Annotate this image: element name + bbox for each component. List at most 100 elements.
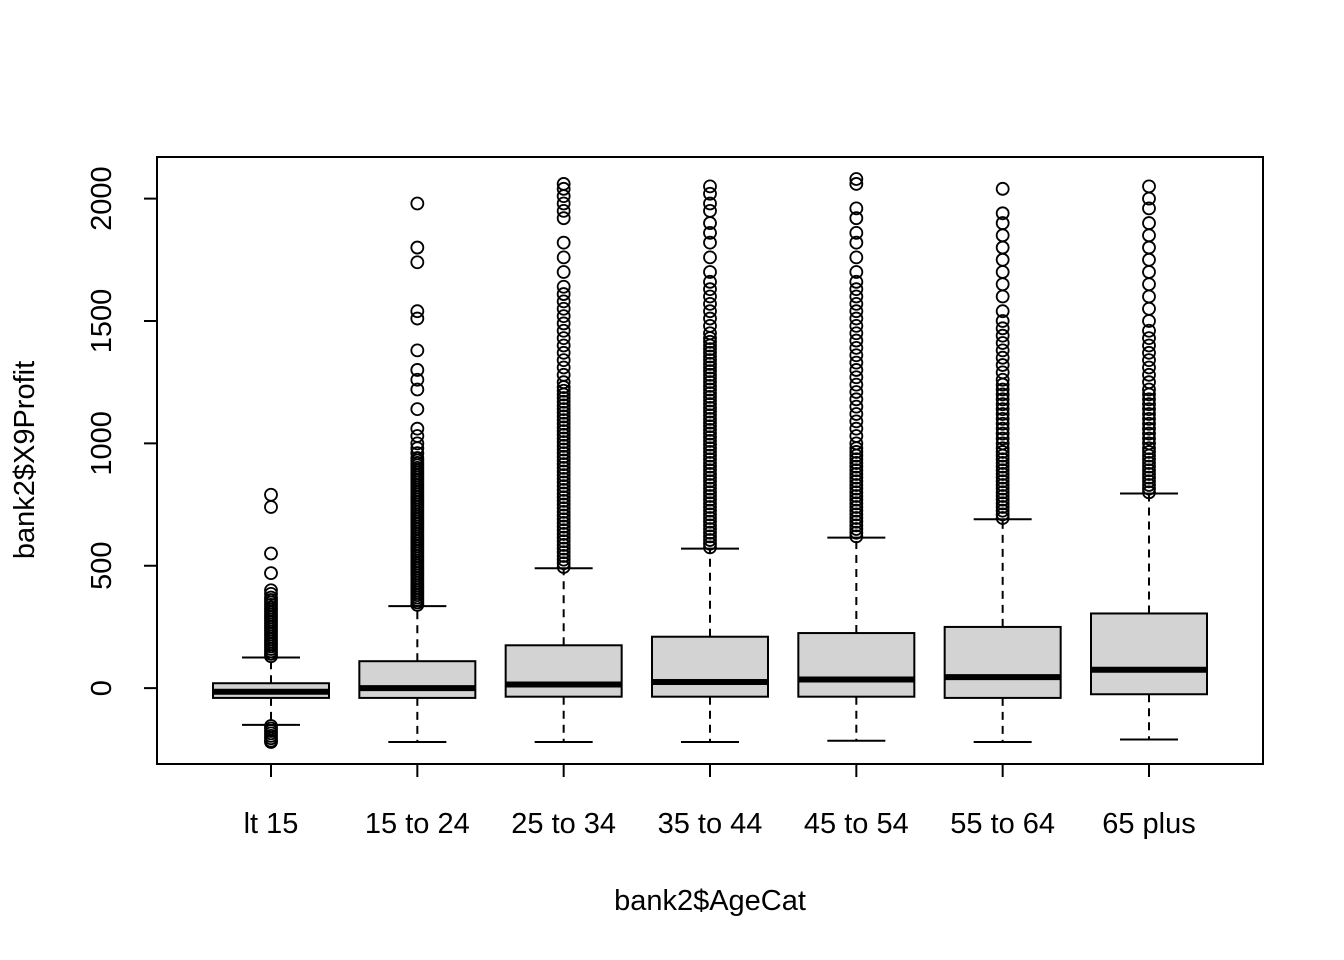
outlier-point <box>1142 397 1156 412</box>
outlier-point <box>703 349 717 364</box>
outlier-point <box>703 445 717 459</box>
outlier-point <box>703 452 717 467</box>
outlier-point <box>995 456 1010 470</box>
outlier-point <box>995 452 1010 467</box>
outlier-point <box>556 493 571 508</box>
outlier-point <box>995 445 1010 459</box>
outlier-point <box>556 527 571 541</box>
outlier-point <box>849 326 864 341</box>
outlier-point <box>703 423 717 437</box>
outlier-point <box>703 274 717 289</box>
outlier-point <box>556 250 571 265</box>
outlier-point <box>849 456 864 470</box>
outlier-point <box>849 507 864 522</box>
outlier-point <box>556 196 571 211</box>
outlier-point <box>849 282 864 297</box>
outlier-point <box>556 203 571 218</box>
outlier-point <box>1142 402 1156 417</box>
outlier-point <box>995 365 1010 380</box>
x-tick-label: 45 to 54 <box>804 808 909 840</box>
outlier-point <box>556 323 571 338</box>
outlier-point <box>995 343 1010 358</box>
outlier-point <box>849 235 864 250</box>
outlier-point <box>1142 392 1156 407</box>
outlier-point <box>703 448 717 463</box>
outlier-point <box>1142 467 1156 481</box>
outlier-point <box>849 363 864 377</box>
outlier-point <box>410 446 425 461</box>
outlier-point <box>1142 353 1156 368</box>
outlier-point <box>556 523 571 538</box>
outlier-point <box>703 500 717 514</box>
outlier-point <box>1142 382 1156 397</box>
outlier-point <box>849 489 864 503</box>
outlier-point <box>556 338 571 353</box>
outlier-point <box>995 407 1010 421</box>
outlier-point <box>849 399 864 414</box>
outlier-point <box>264 546 278 561</box>
outlier-point <box>995 289 1010 304</box>
x-tick-label: 55 to 64 <box>950 808 1055 840</box>
outlier-point <box>995 496 1010 511</box>
outlier-point <box>556 279 571 294</box>
outlier-point <box>995 240 1010 255</box>
outlier-point <box>995 304 1010 319</box>
outlier-point <box>849 529 864 544</box>
outlier-point <box>703 375 717 390</box>
outlier-point <box>1142 201 1156 216</box>
outlier-point <box>703 533 717 547</box>
y-axis-label: bank2$X9Profit <box>9 361 41 559</box>
outlier-point <box>849 177 864 191</box>
outlier-point <box>995 382 1010 397</box>
outlier-point <box>703 235 717 250</box>
outlier-point <box>703 196 717 211</box>
outlier-point <box>556 490 571 505</box>
outlier-point <box>703 496 717 511</box>
outlier-point <box>849 172 864 186</box>
outlier-point <box>849 481 864 496</box>
outlier-point <box>1142 289 1156 304</box>
outlier-point <box>1142 338 1156 353</box>
outlier-point <box>703 289 717 304</box>
outlier-point <box>849 392 864 407</box>
box-group <box>797 172 916 742</box>
outlier-point <box>556 427 571 442</box>
outlier-point <box>556 446 571 461</box>
outlier-point <box>410 402 425 417</box>
outlier-point <box>703 481 717 496</box>
outlier-point <box>995 181 1010 196</box>
outlier-point <box>1142 445 1156 459</box>
outlier-point <box>995 350 1010 365</box>
outlier-point <box>1142 470 1156 485</box>
outlier-point <box>556 468 571 483</box>
outlier-point <box>995 478 1010 492</box>
outlier-point <box>849 511 864 525</box>
outlier-point <box>556 435 571 450</box>
outlier-point <box>995 507 1010 522</box>
outlier-point <box>410 240 425 255</box>
outlier-point <box>849 348 864 363</box>
box <box>1090 612 1208 696</box>
outlier-point <box>849 436 864 451</box>
outlier-point <box>410 255 425 270</box>
outlier-point <box>556 486 571 501</box>
outlier-point <box>849 377 864 392</box>
outlier-point <box>849 522 864 536</box>
outlier-point <box>703 503 717 518</box>
outlier-point <box>703 404 717 419</box>
outlier-point <box>556 556 571 571</box>
outlier-point <box>703 540 717 555</box>
outlier-point <box>703 489 717 503</box>
outlier-point <box>556 497 571 512</box>
outlier-point <box>1142 436 1156 451</box>
outlier-point <box>995 321 1010 336</box>
outlier-point <box>556 353 571 368</box>
outlier-point <box>995 206 1010 221</box>
outlier-point <box>703 304 717 319</box>
outlier-point <box>556 394 571 409</box>
outlier-point <box>556 331 571 346</box>
outlier-point <box>410 421 425 436</box>
outlier-point <box>703 478 717 492</box>
outlier-point <box>703 492 717 507</box>
outlier-point <box>264 735 278 749</box>
